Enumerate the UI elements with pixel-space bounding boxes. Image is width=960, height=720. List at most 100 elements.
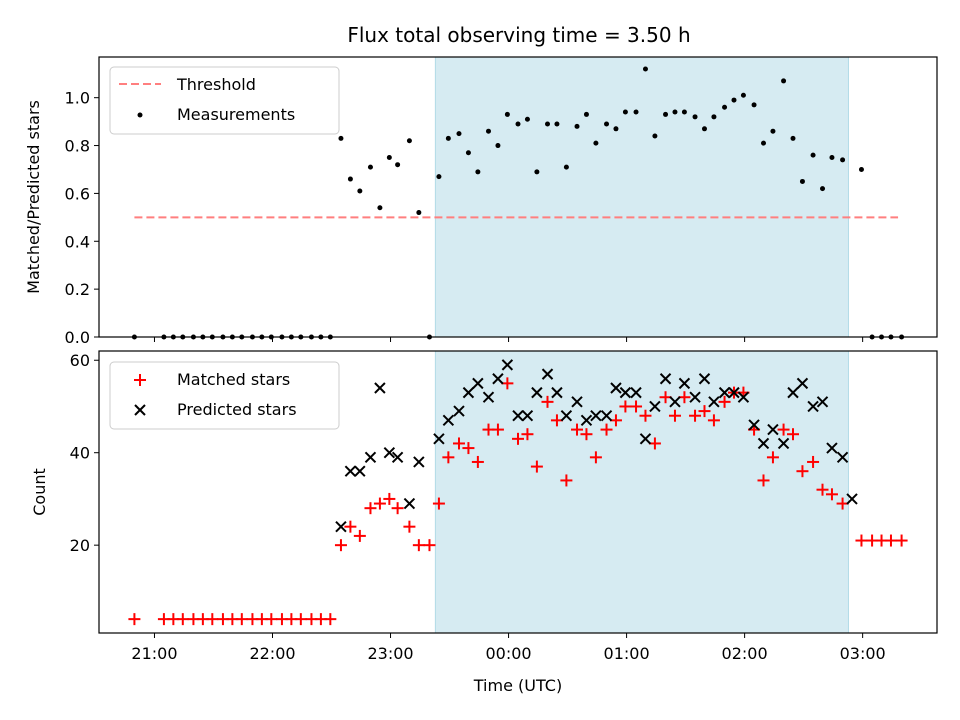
matched-star-point bbox=[580, 428, 593, 441]
measurement-point bbox=[829, 155, 835, 161]
measurement-point bbox=[692, 114, 698, 120]
legend-matched-swatch bbox=[134, 374, 146, 386]
matched-star-point bbox=[787, 428, 800, 441]
matched-star-point bbox=[689, 409, 702, 422]
measurement-point bbox=[740, 92, 746, 98]
matched-star-point bbox=[639, 409, 652, 422]
matched-star-point bbox=[344, 520, 357, 533]
legend-measurements-swatch bbox=[137, 112, 143, 118]
matched-star-point bbox=[698, 405, 711, 418]
predicted-star-point bbox=[619, 386, 632, 399]
matched-star-point bbox=[403, 520, 416, 533]
predicted-star-point bbox=[374, 382, 386, 394]
matched-star-point bbox=[560, 474, 573, 487]
measurement-point bbox=[475, 169, 481, 175]
matched-star-point bbox=[471, 455, 484, 468]
matched-star-point bbox=[294, 613, 307, 626]
count-y-tick-label: 20 bbox=[70, 536, 90, 555]
count-legend-box bbox=[109, 361, 340, 430]
predicted-star-point bbox=[649, 400, 661, 413]
matched-star-point bbox=[895, 534, 908, 547]
matched-star-point bbox=[600, 423, 613, 436]
measurement-point bbox=[545, 121, 551, 127]
matched-star-point bbox=[512, 432, 524, 445]
predicted-star-point bbox=[796, 377, 809, 390]
predicted-star-point bbox=[826, 442, 838, 454]
measurement-point bbox=[395, 162, 401, 168]
measurement-point bbox=[633, 109, 639, 115]
predicted-star-point bbox=[482, 391, 495, 403]
matched-star-point bbox=[707, 414, 720, 427]
matched-star-point bbox=[648, 437, 661, 450]
predicted-star-point bbox=[344, 465, 357, 477]
predicted-star-point bbox=[689, 391, 701, 403]
predicted-star-point bbox=[708, 396, 720, 408]
predicted-star-point bbox=[590, 410, 602, 422]
predicted-star-point bbox=[462, 386, 475, 399]
count-panel-span bbox=[434, 350, 849, 634]
measurement-point bbox=[722, 104, 728, 110]
predicted-star-point bbox=[403, 497, 416, 510]
matched-star-point bbox=[884, 534, 897, 547]
measurement-point bbox=[652, 133, 658, 139]
x-tick-label: 02:00 bbox=[722, 644, 768, 663]
legend-threshold-label: Threshold bbox=[176, 75, 256, 94]
predicted-star-point bbox=[453, 405, 465, 417]
measurement-point bbox=[731, 97, 737, 103]
chart-title: Flux total observing time = 3.50 h bbox=[347, 23, 690, 47]
predicted-star-point bbox=[728, 386, 740, 399]
matched-star-point bbox=[501, 377, 514, 390]
measurement-point bbox=[445, 135, 451, 141]
measurement-point bbox=[790, 135, 796, 141]
predicted-star-point bbox=[757, 437, 770, 450]
predicted-star-point bbox=[737, 391, 750, 403]
legend-measurements-label: Measurements bbox=[177, 105, 295, 124]
measurement-point bbox=[672, 109, 678, 115]
measurement-point bbox=[485, 128, 491, 134]
predicted-star-point bbox=[531, 386, 543, 399]
matched-star-point bbox=[630, 400, 643, 413]
x-tick-label: 03:00 bbox=[840, 644, 886, 663]
matched-star-point bbox=[777, 423, 790, 436]
count-y-tick-label: 40 bbox=[70, 444, 90, 463]
matched-star-point bbox=[324, 613, 337, 626]
predicted-star-point bbox=[610, 382, 622, 394]
measurement-point bbox=[416, 210, 422, 216]
matched-star-point bbox=[757, 474, 770, 487]
matched-star-point bbox=[530, 460, 543, 473]
measurement-point bbox=[820, 186, 826, 192]
ratio-y-tick-label: 0.6 bbox=[65, 184, 90, 203]
measurement-point bbox=[613, 126, 619, 132]
measurement-point bbox=[406, 138, 412, 144]
ratio-y-tick-label: 0.0 bbox=[65, 328, 90, 347]
matched-star-point bbox=[462, 442, 475, 455]
predicted-star-point bbox=[391, 451, 404, 464]
measurement-point bbox=[711, 114, 717, 120]
measurement-point bbox=[622, 109, 628, 115]
matched-star-point bbox=[807, 455, 820, 468]
predicted-star-point bbox=[335, 520, 347, 533]
predicted-star-point bbox=[659, 373, 672, 385]
count-panel: 20 40 60 21:00 22:00 23:00 00:00 01:00 02:00 03:… bbox=[30, 350, 938, 695]
matched-star-point bbox=[412, 539, 425, 552]
predicted-star-point bbox=[718, 386, 731, 399]
legend-matched-label: Matched stars bbox=[177, 370, 290, 389]
legend-predicted-label: Predicted stars bbox=[177, 400, 297, 419]
measurement-point bbox=[642, 66, 648, 72]
predicted-star-point bbox=[521, 410, 534, 422]
ratio-y-axis-label: Matched/Predicted stars bbox=[24, 100, 43, 294]
x-tick-label: 00:00 bbox=[486, 644, 532, 663]
predicted-star-point bbox=[630, 386, 642, 399]
measurement-point bbox=[858, 166, 864, 172]
matched-star-point bbox=[442, 451, 455, 464]
measurement-point bbox=[781, 78, 787, 84]
measurement-point bbox=[504, 111, 510, 117]
ratio-y-tick-label: 0.8 bbox=[65, 137, 90, 156]
matched-star-point bbox=[718, 395, 731, 408]
count-legend: Matched stars Predicted stars bbox=[109, 361, 340, 430]
matched-star-point bbox=[383, 492, 396, 505]
x-tick-label: 23:00 bbox=[367, 644, 413, 663]
predicted-star-point bbox=[501, 359, 514, 371]
predicted-star-point bbox=[433, 433, 445, 445]
